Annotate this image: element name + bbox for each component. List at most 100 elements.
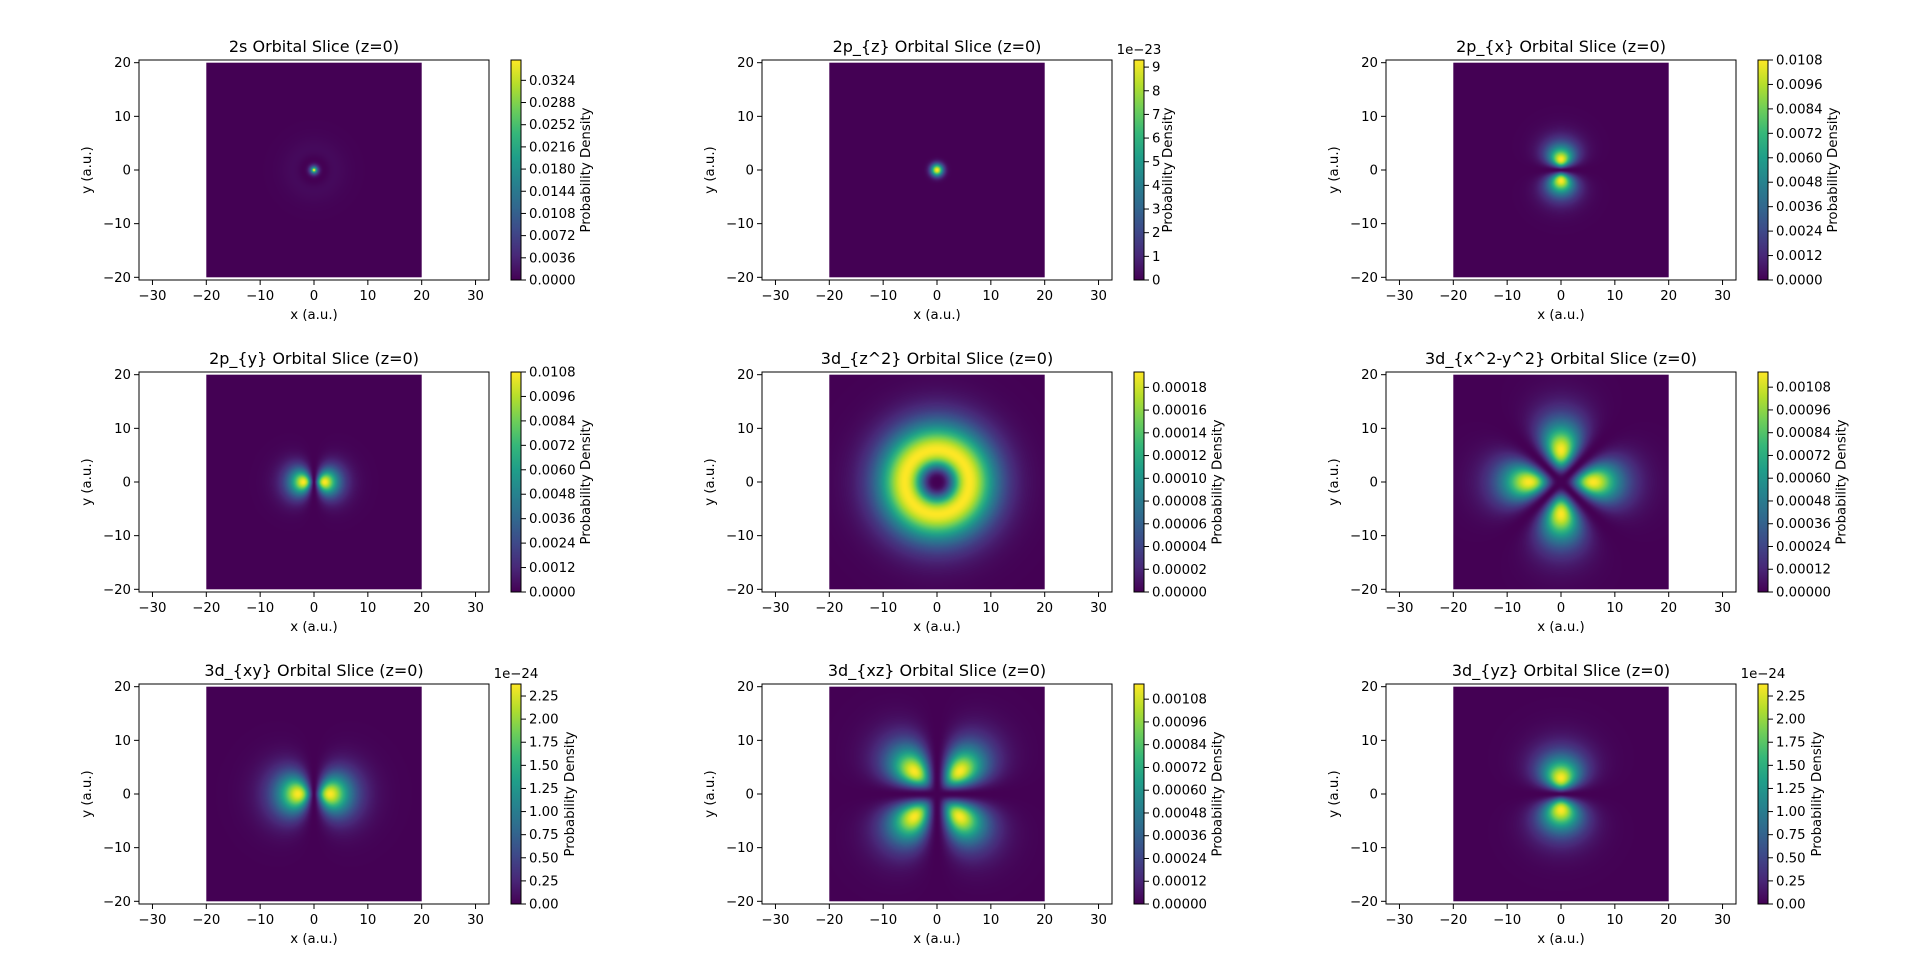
heatmap-image xyxy=(206,62,422,278)
colorbar-tick-label: 0.75 xyxy=(1776,828,1806,843)
colorbar-tick-label: 0.00084 xyxy=(1776,426,1831,441)
colorbar-tick-label: 0.00010 xyxy=(1152,472,1207,487)
colorbar-label: Probability Density xyxy=(1210,419,1225,544)
subplot-title: 2p_{y} Orbital Slice (z=0) xyxy=(209,349,419,369)
colorbar-tick-label: 0.00108 xyxy=(1152,693,1207,708)
colorbar-gradient xyxy=(510,683,522,905)
colorbar-tick-label: 8 xyxy=(1152,84,1160,99)
colorbar-tick-label: 0.0180 xyxy=(529,163,576,178)
colorbar-tick-label: 1.50 xyxy=(529,759,559,774)
colorbar: 0.0000 0.0036 0.0072 0.0108 0.0144 0.0180 0.02… xyxy=(510,59,594,289)
x-tick-label: 0 xyxy=(310,289,318,304)
colorbar-tick-label: 0.0060 xyxy=(529,463,576,478)
colorbar-tick-label: 0.00004 xyxy=(1152,540,1207,555)
x-tick-label: 20 xyxy=(1660,913,1677,928)
x-tick-label: −10 xyxy=(246,601,274,616)
x-tick-label: 30 xyxy=(1090,289,1107,304)
y-tick-label: −10 xyxy=(103,841,131,856)
colorbar-tick-label: 0.00096 xyxy=(1152,715,1207,730)
heatmap-image xyxy=(206,686,422,902)
x-tick-label: −30 xyxy=(138,289,166,304)
colorbar: 0.00 0.25 0.50 0.75 1.00 1.25 1.50 1.75 2.00 2.25… xyxy=(494,667,578,913)
colorbar-tick-label: 0.00012 xyxy=(1152,449,1207,464)
colorbar-tick-label: 0.0036 xyxy=(529,251,576,266)
x-tick-label: −30 xyxy=(1385,289,1413,304)
y-tick-label: 20 xyxy=(1361,56,1378,71)
colorbar-label: Probability Density xyxy=(579,419,594,544)
y-tick-label: 0 xyxy=(746,476,754,491)
colorbar-tick-label: 2.00 xyxy=(529,713,559,728)
colorbar-tick-label: 0.0012 xyxy=(529,561,576,576)
y-tick-label: −20 xyxy=(726,583,754,598)
colorbar-tick-label: 0.75 xyxy=(529,828,559,843)
x-tick-label: 0 xyxy=(933,913,941,928)
colorbar-tick-label: 0.00012 xyxy=(1152,875,1207,890)
colorbar-tick-label: 0.0108 xyxy=(1776,54,1823,69)
x-tick-label: 20 xyxy=(413,289,430,304)
colorbar-tick-label: 0.00 xyxy=(1776,898,1806,913)
colorbar-tick-label: 0.00036 xyxy=(1776,517,1831,532)
y-tick-label: −10 xyxy=(1350,217,1378,232)
x-tick-label: −10 xyxy=(1493,913,1521,928)
x-tick-label: −10 xyxy=(869,913,897,928)
colorbar-tick-label: 6 xyxy=(1152,132,1160,147)
y-tick-label: 20 xyxy=(737,680,754,695)
colorbar: 0.0000 0.0012 0.0024 0.0036 0.0048 0.0060 0.00… xyxy=(1757,54,1841,289)
colorbar-tick-label: 0.00000 xyxy=(1776,586,1831,601)
y-tick-label: −10 xyxy=(103,217,131,232)
x-tick-label: −30 xyxy=(138,601,166,616)
subplot-title: 2p_{x} Orbital Slice (z=0) xyxy=(1456,37,1666,57)
x-tick-label: −10 xyxy=(1493,601,1521,616)
subplot-title: 2p_{z} Orbital Slice (z=0) xyxy=(833,37,1042,57)
colorbar-tick-label: 2.25 xyxy=(529,690,559,705)
x-tick-label: 0 xyxy=(310,601,318,616)
colorbar: 0.00000 0.00012 0.00024 0.00036 0.00048 0.000… xyxy=(1133,683,1225,913)
colorbar-tick-label: 0.00024 xyxy=(1152,852,1207,867)
subplot-title: 3d_{xz} Orbital Slice (z=0) xyxy=(828,661,1046,681)
x-tick-label: 30 xyxy=(1090,601,1107,616)
colorbar-offset-text: 1e−24 xyxy=(494,667,539,682)
x-tick-label: 20 xyxy=(413,913,430,928)
x-axis-label: x (a.u.) xyxy=(1537,620,1585,635)
heatmap-image xyxy=(829,686,1045,902)
colorbar-tick-label: 0.0000 xyxy=(1776,274,1823,289)
y-tick-label: 0 xyxy=(1370,476,1378,491)
heatmap-image xyxy=(1453,686,1669,902)
colorbar-tick-label: 0 xyxy=(1152,274,1160,289)
y-tick-label: −20 xyxy=(726,271,754,286)
x-tick-label: −10 xyxy=(246,913,274,928)
y-tick-label: 0 xyxy=(746,788,754,803)
colorbar-tick-label: 0.0048 xyxy=(1776,176,1823,191)
y-axis-label: y (a.u.) xyxy=(80,458,95,506)
colorbar-tick-label: 0.50 xyxy=(1776,851,1806,866)
x-tick-label: −30 xyxy=(761,289,789,304)
heatmap-image xyxy=(829,374,1045,590)
y-tick-label: 10 xyxy=(737,110,754,125)
x-axis-label: x (a.u.) xyxy=(913,308,961,323)
x-tick-label: 0 xyxy=(1557,289,1565,304)
y-tick-label: −10 xyxy=(103,529,131,544)
colorbar-tick-label: 0.00 xyxy=(529,898,559,913)
colorbar-tick-label: 2.25 xyxy=(1776,690,1806,705)
y-tick-label: 0 xyxy=(123,476,131,491)
y-axis-label: y (a.u.) xyxy=(703,146,718,194)
colorbar-tick-label: 0.0108 xyxy=(529,207,576,222)
colorbar-gradient xyxy=(1757,59,1769,281)
colorbar-label: Probability Density xyxy=(1826,107,1841,232)
colorbar-tick-label: 1.50 xyxy=(1776,759,1806,774)
y-tick-label: 0 xyxy=(123,164,131,179)
colorbar-gradient xyxy=(510,59,522,281)
colorbar-tick-label: 0.0084 xyxy=(529,414,576,429)
colorbar-tick-label: 0.25 xyxy=(529,874,559,889)
x-tick-label: 30 xyxy=(467,289,484,304)
colorbar-gradient xyxy=(1757,683,1769,905)
y-tick-label: 10 xyxy=(114,110,131,125)
colorbar-gradient xyxy=(510,371,522,593)
colorbar-label: Probability Density xyxy=(1834,419,1849,544)
subplot-2py: −30 −20 −10 0 10 20 30 −20 −10 0 10 20 2p_{y} Orbita… xyxy=(80,349,594,635)
colorbar-tick-label: 1.25 xyxy=(529,782,559,797)
colorbar-tick-label: 0.00048 xyxy=(1776,494,1831,509)
y-tick-label: −10 xyxy=(726,529,754,544)
x-tick-label: 20 xyxy=(1036,913,1053,928)
y-axis-label: y (a.u.) xyxy=(1327,770,1342,818)
